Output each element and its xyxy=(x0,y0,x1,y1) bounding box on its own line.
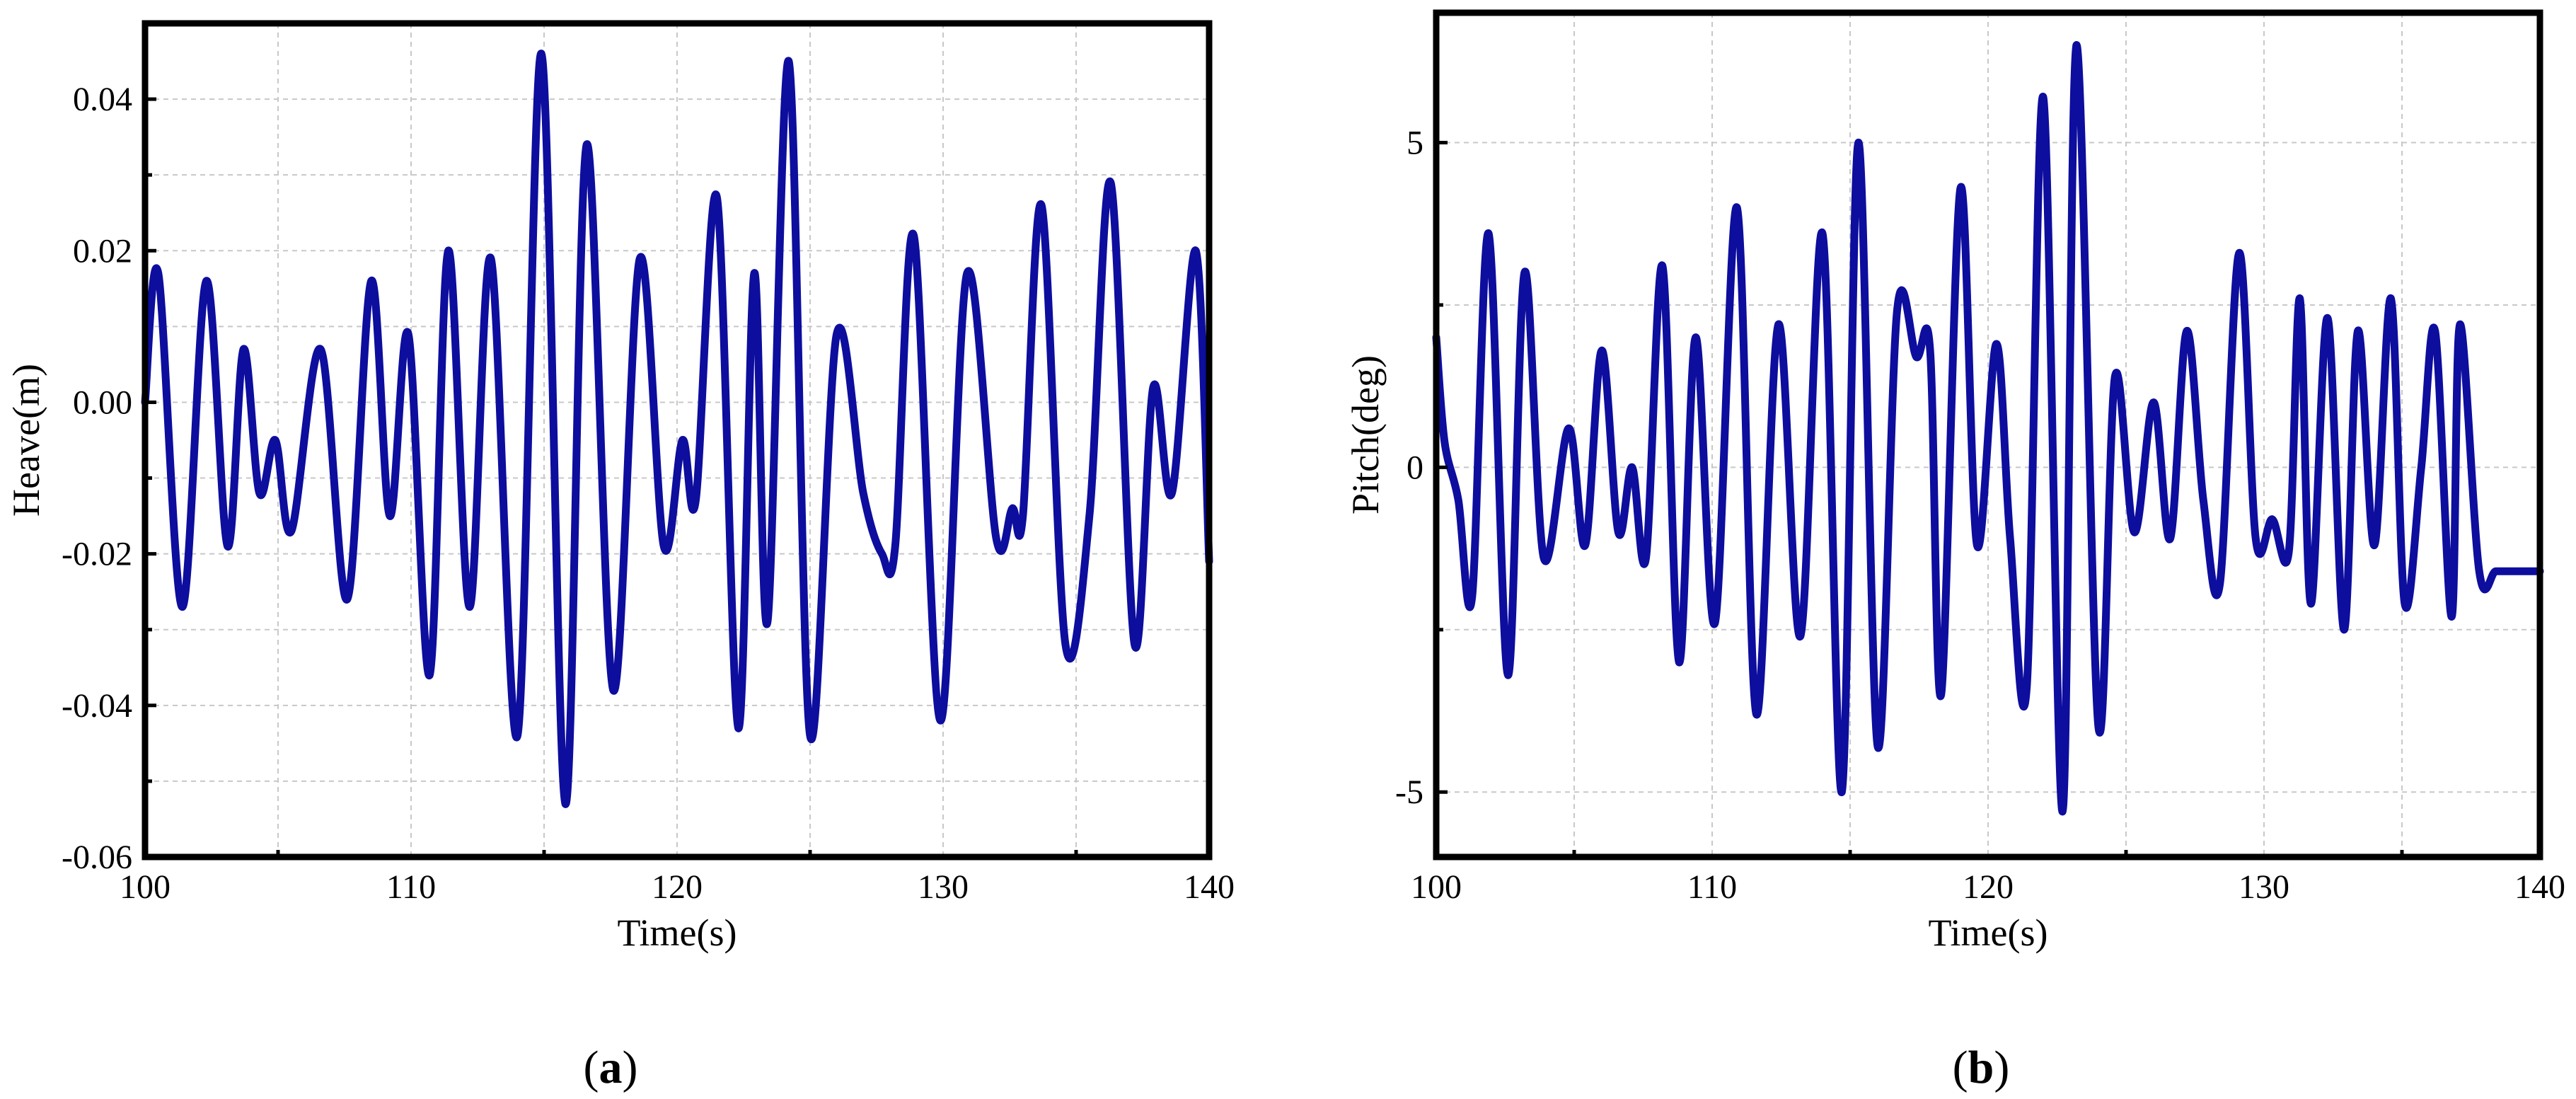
chart-b-x-tick-label: 110 xyxy=(1687,868,1737,906)
chart-b-x-tick-label: 140 xyxy=(2514,868,2565,906)
chart-b-x-ticks: 100 110 120 130 140 xyxy=(1411,868,2565,906)
chart-a-y-ticks: -0.06 -0.04 -0.02 0.00 0.02 0.04 xyxy=(62,81,156,876)
chart-b-y-tick-label: 5 xyxy=(1407,125,1423,162)
chart-a-minor-ticks xyxy=(145,21,1078,857)
chart-b-minor-ticks xyxy=(1436,303,2404,857)
chart-b: 100 110 120 130 140 -5 0 5 Time(s) Pitch(deg) xyxy=(1344,9,2565,954)
chart-a-y-tick-label: 0.02 xyxy=(73,232,132,270)
chart-b-x-tick-label: 120 xyxy=(1963,868,2014,906)
chart-b-x-tick-label: 100 xyxy=(1411,868,1462,906)
chart-b-series-line xyxy=(1432,41,2544,816)
caption-b-open: ( xyxy=(1953,1042,1968,1093)
caption-a: (a) xyxy=(584,1042,638,1093)
chart-b-x-axis-label: Time(s) xyxy=(1928,911,2047,954)
chart-b-y-tick-label: -5 xyxy=(1395,773,1423,811)
chart-a-x-tick-label: 140 xyxy=(1184,868,1235,906)
chart-a: 100 110 120 130 140 -0.06 -0.04 -0.02 0.00 0.02 0… xyxy=(5,20,1235,954)
chart-a-y-tick-label: -0.06 xyxy=(62,839,132,876)
chart-a-x-tick-label: 120 xyxy=(652,868,703,906)
chart-a-y-tick-label: -0.04 xyxy=(62,687,132,725)
chart-a-x-tick-label: 110 xyxy=(386,868,436,906)
chart-a-y-tick-label: 0.00 xyxy=(73,384,132,421)
caption-a-close: ) xyxy=(623,1042,638,1093)
chart-a-frame xyxy=(141,20,1213,861)
caption-b-close: ) xyxy=(1994,1042,2009,1093)
chart-b-y-ticks: -5 0 5 xyxy=(1395,125,1448,811)
caption-b: (b) xyxy=(1953,1042,2010,1093)
chart-b-x-tick-label: 130 xyxy=(2239,868,2289,906)
chart-a-x-tick-label: 130 xyxy=(918,868,969,906)
chart-b-frame xyxy=(1433,9,2543,861)
chart-a-x-ticks: 100 110 120 130 140 xyxy=(120,868,1235,906)
chart-a-x-tick-label: 100 xyxy=(120,868,171,906)
chart-a-y-tick-label: 0.04 xyxy=(73,81,132,118)
caption-b-letter: b xyxy=(1968,1042,1994,1093)
caption-a-open: ( xyxy=(584,1042,599,1093)
chart-a-y-axis-label: Heave(m) xyxy=(5,364,47,517)
chart-a-y-tick-label: -0.02 xyxy=(62,536,132,573)
chart-b-y-tick-label: 0 xyxy=(1407,449,1423,486)
chart-b-y-axis-label: Pitch(deg) xyxy=(1344,355,1387,514)
chart-a-x-axis-label: Time(s) xyxy=(617,911,737,954)
chart-a-grid xyxy=(145,23,1209,857)
chart-a-series-line xyxy=(141,50,1213,808)
caption-a-letter: a xyxy=(599,1042,623,1093)
